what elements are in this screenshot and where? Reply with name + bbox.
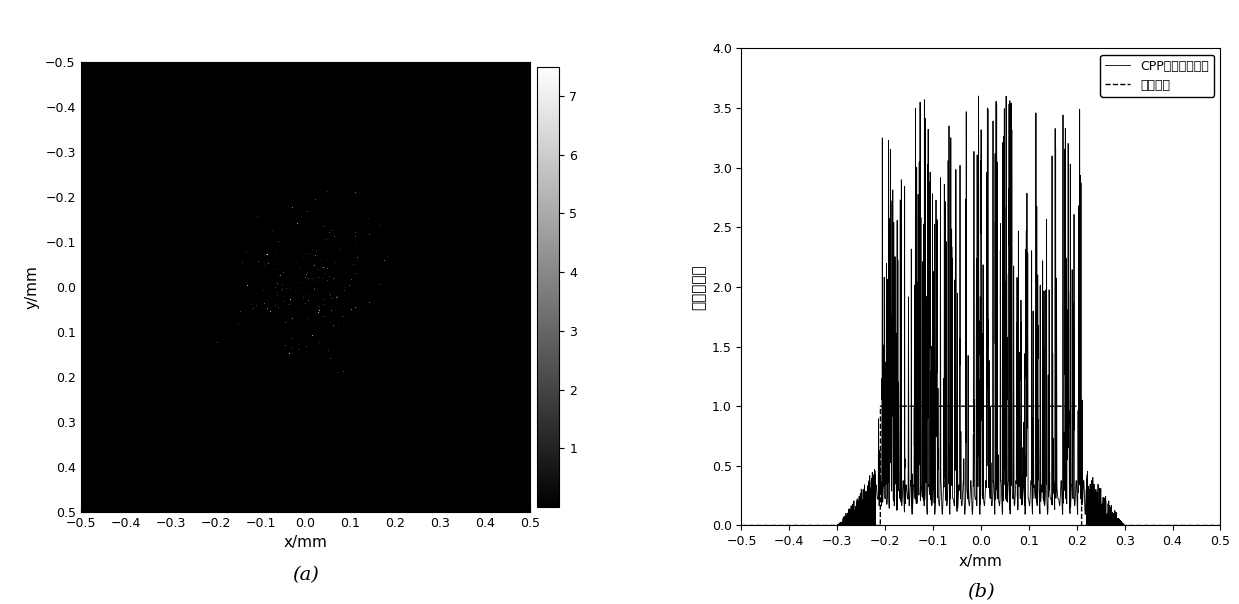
Text: (a): (a) xyxy=(292,566,318,583)
CPP作用下的焦斌 xyxy=(1038,365,1053,372)
X-axis label: x/mm: x/mm xyxy=(959,554,1002,569)
CPP作用下的焦斌 xyxy=(758,522,773,529)
目标焦斌 xyxy=(1115,522,1130,529)
Text: (b): (b) xyxy=(968,583,995,601)
目标焦斌 xyxy=(1089,522,1104,529)
Line: CPP作用下的焦斌: CPP作用下的焦斌 xyxy=(741,96,1220,525)
目标焦斌 xyxy=(758,522,773,529)
目标焦斌 xyxy=(907,402,922,410)
X-axis label: x/mm: x/mm xyxy=(284,535,327,550)
Y-axis label: y/mm: y/mm xyxy=(25,265,40,309)
目标焦斌 xyxy=(1017,402,1032,410)
CPP作用下的焦斌 xyxy=(1213,522,1228,529)
Legend: CPP作用下的焦斌, 目标焦斌: CPP作用下的焦斌, 目标焦斌 xyxy=(1100,54,1214,97)
目标焦斌 xyxy=(1213,522,1228,529)
目标焦斌 xyxy=(1038,402,1053,410)
Y-axis label: 归一化强度: 归一化强度 xyxy=(691,264,706,310)
CPP作用下的焦斌 xyxy=(733,522,748,529)
CPP作用下的焦斌 xyxy=(971,92,986,100)
目标焦斌 xyxy=(733,522,748,529)
CPP作用下的焦斌 xyxy=(1017,510,1032,518)
CPP作用下的焦斌 xyxy=(1089,522,1104,529)
CPP作用下的焦斌 xyxy=(1115,522,1130,529)
CPP作用下的焦斌 xyxy=(907,495,922,502)
Line: 目标焦斌: 目标焦斌 xyxy=(741,406,1220,525)
目标焦斌 xyxy=(873,402,888,410)
